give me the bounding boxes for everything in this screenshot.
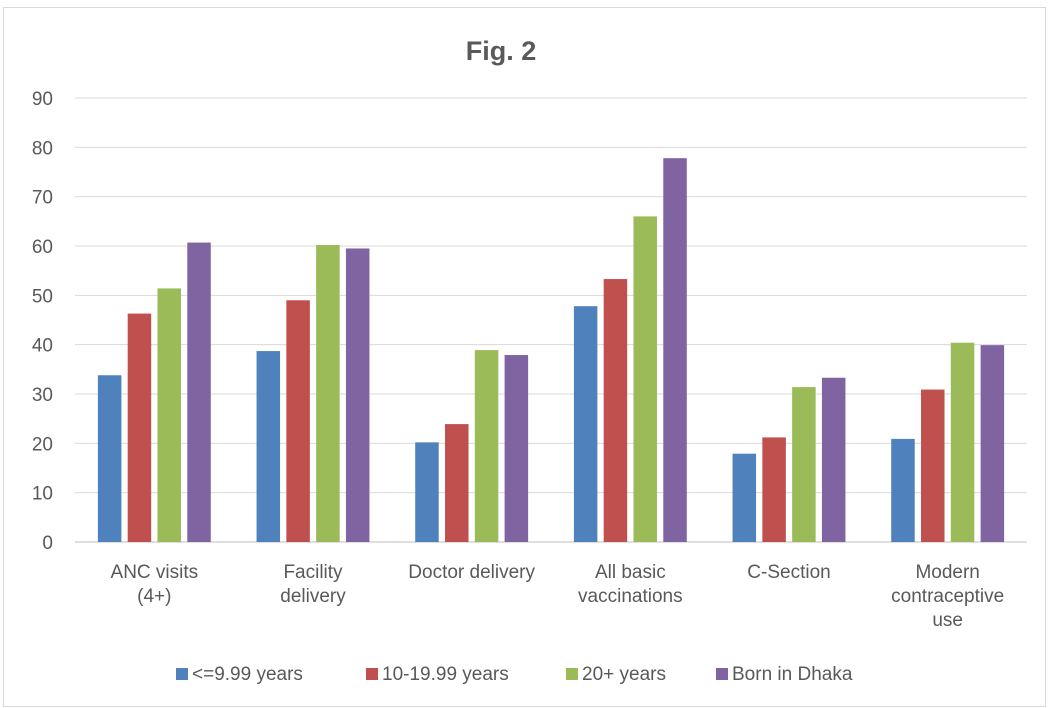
y-axis-ticks: 0 10 20 30 40 50 60 70 80 90: [32, 89, 53, 554]
bar: [316, 245, 340, 542]
bar: [127, 313, 152, 542]
chart-title: Fig. 2: [466, 36, 537, 66]
x-category-label: ANC visits: [111, 562, 199, 583]
y-tick-label: 20: [32, 434, 53, 455]
x-category-label: use: [932, 610, 963, 631]
legend: <=9.99 years 10-19.99 years 20+ years Born …: [176, 664, 853, 685]
legend-label: <=9.99 years: [192, 664, 303, 685]
bar: [603, 279, 628, 542]
x-category-label: (4+): [137, 586, 171, 607]
bar: [891, 438, 915, 542]
bar: [157, 288, 181, 542]
legend-swatch: [716, 668, 728, 680]
legend-label: 20+ years: [582, 664, 666, 685]
legend-label: Born in Dhaka: [732, 664, 853, 685]
bar: [286, 300, 310, 542]
bar: [663, 158, 687, 543]
x-category-label: Doctor delivery: [408, 562, 535, 583]
bar: [256, 351, 281, 542]
y-tick-label: 90: [32, 89, 53, 110]
bar: [792, 387, 816, 542]
bar: [504, 355, 529, 542]
bar: [187, 242, 211, 542]
x-category-label: contraceptive: [891, 586, 1004, 607]
y-tick-label: 10: [32, 484, 53, 505]
bar: [445, 424, 469, 542]
bar: [921, 389, 945, 542]
y-tick-label: 60: [32, 237, 53, 258]
bar: [474, 350, 499, 542]
legend-swatch: [366, 668, 378, 680]
y-tick-label: 70: [32, 188, 53, 209]
bar: [732, 453, 757, 542]
x-category-label: All basic: [595, 562, 666, 583]
bar: [821, 377, 846, 542]
y-tick-label: 0: [42, 533, 53, 554]
bars: [97, 158, 1005, 543]
bar: [980, 345, 1005, 542]
legend-swatch: [176, 668, 188, 680]
bar: [762, 437, 786, 542]
y-tick-label: 80: [32, 138, 53, 159]
x-category-label: vaccinations: [578, 586, 683, 607]
y-tick-label: 40: [32, 336, 53, 357]
y-tick-label: 30: [32, 385, 53, 406]
bar: [415, 442, 439, 542]
bar: [345, 248, 370, 542]
x-category-label: C-Section: [747, 562, 830, 583]
bar: [950, 342, 975, 542]
chart-area: Fig. 2 0 10 20 30 40 50 60 70 80 90 ANC visits (4+…: [3, 7, 1046, 707]
legend-label: 10-19.99 years: [382, 664, 509, 685]
x-category-label: Facility: [283, 562, 343, 583]
y-tick-label: 50: [32, 286, 53, 307]
x-category-label: Modern: [915, 562, 979, 583]
bar: [97, 375, 122, 542]
bar: [573, 306, 598, 542]
x-axis-categories: ANC visits (4+) Facility delivery Doctor del…: [111, 562, 1005, 631]
x-category-label: delivery: [280, 586, 346, 607]
gridlines: [75, 97, 1027, 543]
bar: [633, 216, 657, 542]
legend-swatch: [566, 668, 578, 680]
bar-chart: Fig. 2 0 10 20 30 40 50 60 70 80 90 ANC visits (4+…: [32, 36, 1027, 685]
